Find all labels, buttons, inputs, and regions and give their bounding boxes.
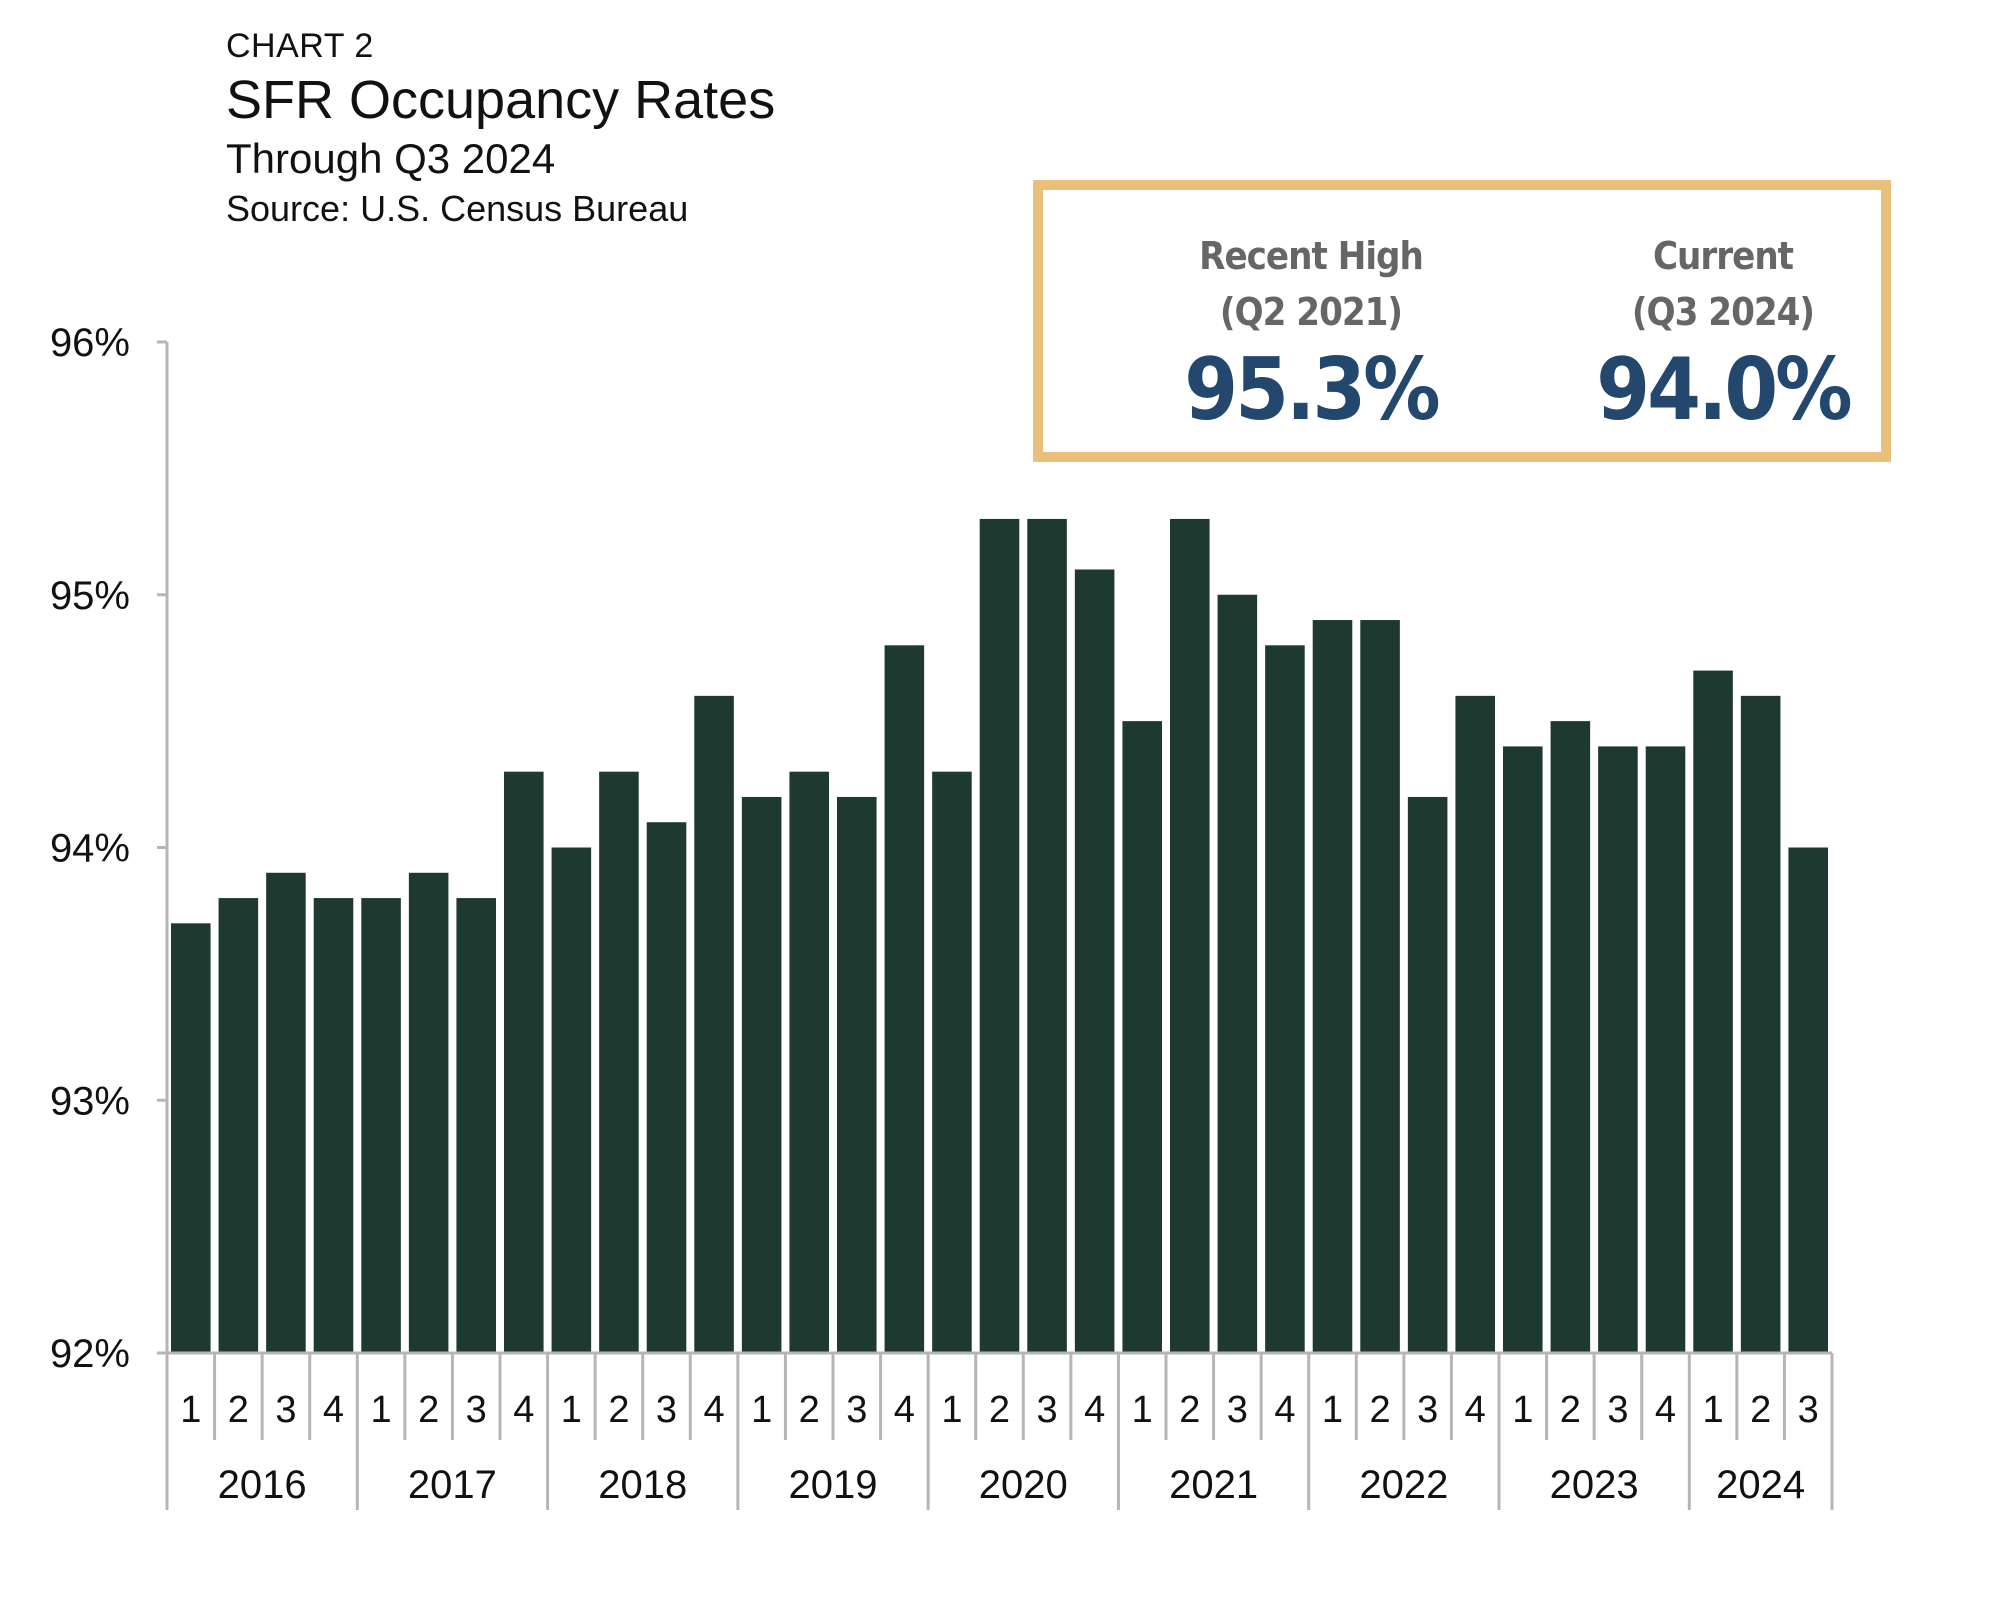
quarter-label: 1 [371,1389,392,1431]
quarter-label: 3 [656,1389,677,1431]
bar [361,898,401,1353]
year-label: 2024 [1716,1463,1805,1507]
bar [1598,746,1638,1353]
current-stat: Current (Q3 2024) 94.0% [1543,228,1903,440]
quarter-label: 2 [799,1389,820,1431]
year-label: 2017 [408,1463,497,1507]
year-label: 2023 [1550,1463,1639,1507]
year-label: 2020 [979,1463,1068,1507]
chart-source: Source: U.S. Census Bureau [226,188,689,229]
y-tick-label: 96% [50,321,130,365]
quarter-label: 4 [704,1389,725,1431]
bar [1407,796,1448,1353]
bar [1503,746,1543,1353]
quarter-label: 2 [418,1389,439,1431]
quarter-label: 3 [1798,1389,1819,1431]
bar [456,898,496,1353]
bar [932,771,972,1353]
quarter-label: 1 [1703,1389,1724,1431]
bar [646,822,687,1353]
bar [694,695,734,1353]
quarter-label: 3 [466,1389,487,1431]
bar [1170,518,1210,1353]
quarter-label: 1 [941,1389,962,1431]
year-label: 2018 [598,1463,687,1507]
bar [408,872,449,1353]
quarter-label: 2 [1370,1389,1391,1431]
quarter-label: 4 [1084,1389,1105,1431]
current-period: (Q3 2024) [1631,290,1815,334]
bar [1122,721,1162,1353]
bar [1027,518,1067,1353]
bar [789,771,829,1353]
quarter-label: 4 [513,1389,534,1431]
bar [1693,670,1733,1353]
quarter-label: 1 [1512,1389,1533,1431]
quarter-label: 2 [1560,1389,1581,1431]
recent-high-value: 95.3% [1184,340,1440,440]
year-label: 2022 [1359,1463,1448,1507]
current-value: 94.0% [1596,340,1852,440]
chart-subtitle: Through Q3 2024 [226,135,556,182]
y-tick-label: 95% [50,574,130,618]
chart-label: CHART 2 [226,27,374,65]
quarter-label: 3 [1417,1389,1438,1431]
bar [551,847,592,1353]
stats-callout-box: Recent High (Q2 2021) 95.3% Current (Q3 … [1033,180,1891,462]
quarter-label: 3 [275,1389,296,1431]
quarter-label: 1 [751,1389,772,1431]
y-tick-label: 92% [50,1332,130,1376]
quarter-label: 2 [989,1389,1010,1431]
year-label: 2016 [218,1463,307,1507]
bar [171,923,211,1353]
quarter-label: 1 [180,1389,201,1431]
bar [1074,569,1115,1353]
current-label: Current [1652,234,1794,278]
bar [504,771,544,1353]
year-label: 2021 [1169,1463,1258,1507]
y-tick-label: 94% [50,827,130,871]
quarter-label: 4 [1655,1389,1676,1431]
chart-header: CHART 2 SFR Occupancy Rates Through Q3 2… [226,24,775,232]
bar [1360,620,1400,1353]
recent-high-stat: Recent High (Q2 2021) 95.3% [1131,228,1491,440]
quarter-label: 1 [1322,1389,1343,1431]
quarter-label: 4 [1465,1389,1486,1431]
bar [1312,620,1353,1353]
recent-high-label: Recent High [1199,234,1424,278]
bar [1788,847,1828,1353]
quarter-label: 4 [323,1389,344,1431]
quarter-label: 1 [561,1389,582,1431]
bar [218,898,259,1353]
year-label: 2019 [789,1463,878,1507]
quarter-label: 2 [228,1389,249,1431]
quarter-label: 4 [1274,1389,1295,1431]
recent-high-period: (Q2 2021) [1219,290,1403,334]
bar [313,898,354,1353]
bar [1265,645,1305,1353]
bar [1455,695,1495,1353]
quarter-label: 3 [1607,1389,1628,1431]
bar [1550,721,1591,1353]
bar [599,771,639,1353]
quarter-label: 4 [894,1389,915,1431]
quarter-label: 3 [1037,1389,1058,1431]
bar [1740,695,1781,1353]
bar [741,796,782,1353]
quarter-label: 2 [1179,1389,1200,1431]
y-tick-label: 93% [50,1079,130,1123]
quarter-label: 2 [1750,1389,1771,1431]
quarter-label: 1 [1132,1389,1153,1431]
bar [837,796,877,1353]
bar [266,872,306,1353]
quarter-label: 3 [1227,1389,1248,1431]
quarter-label: 2 [608,1389,629,1431]
bar [1217,594,1258,1353]
bar [884,645,925,1353]
bar [1645,746,1686,1353]
quarter-label: 3 [846,1389,867,1431]
chart-title: SFR Occupancy Rates [226,70,776,130]
bar [979,518,1020,1353]
